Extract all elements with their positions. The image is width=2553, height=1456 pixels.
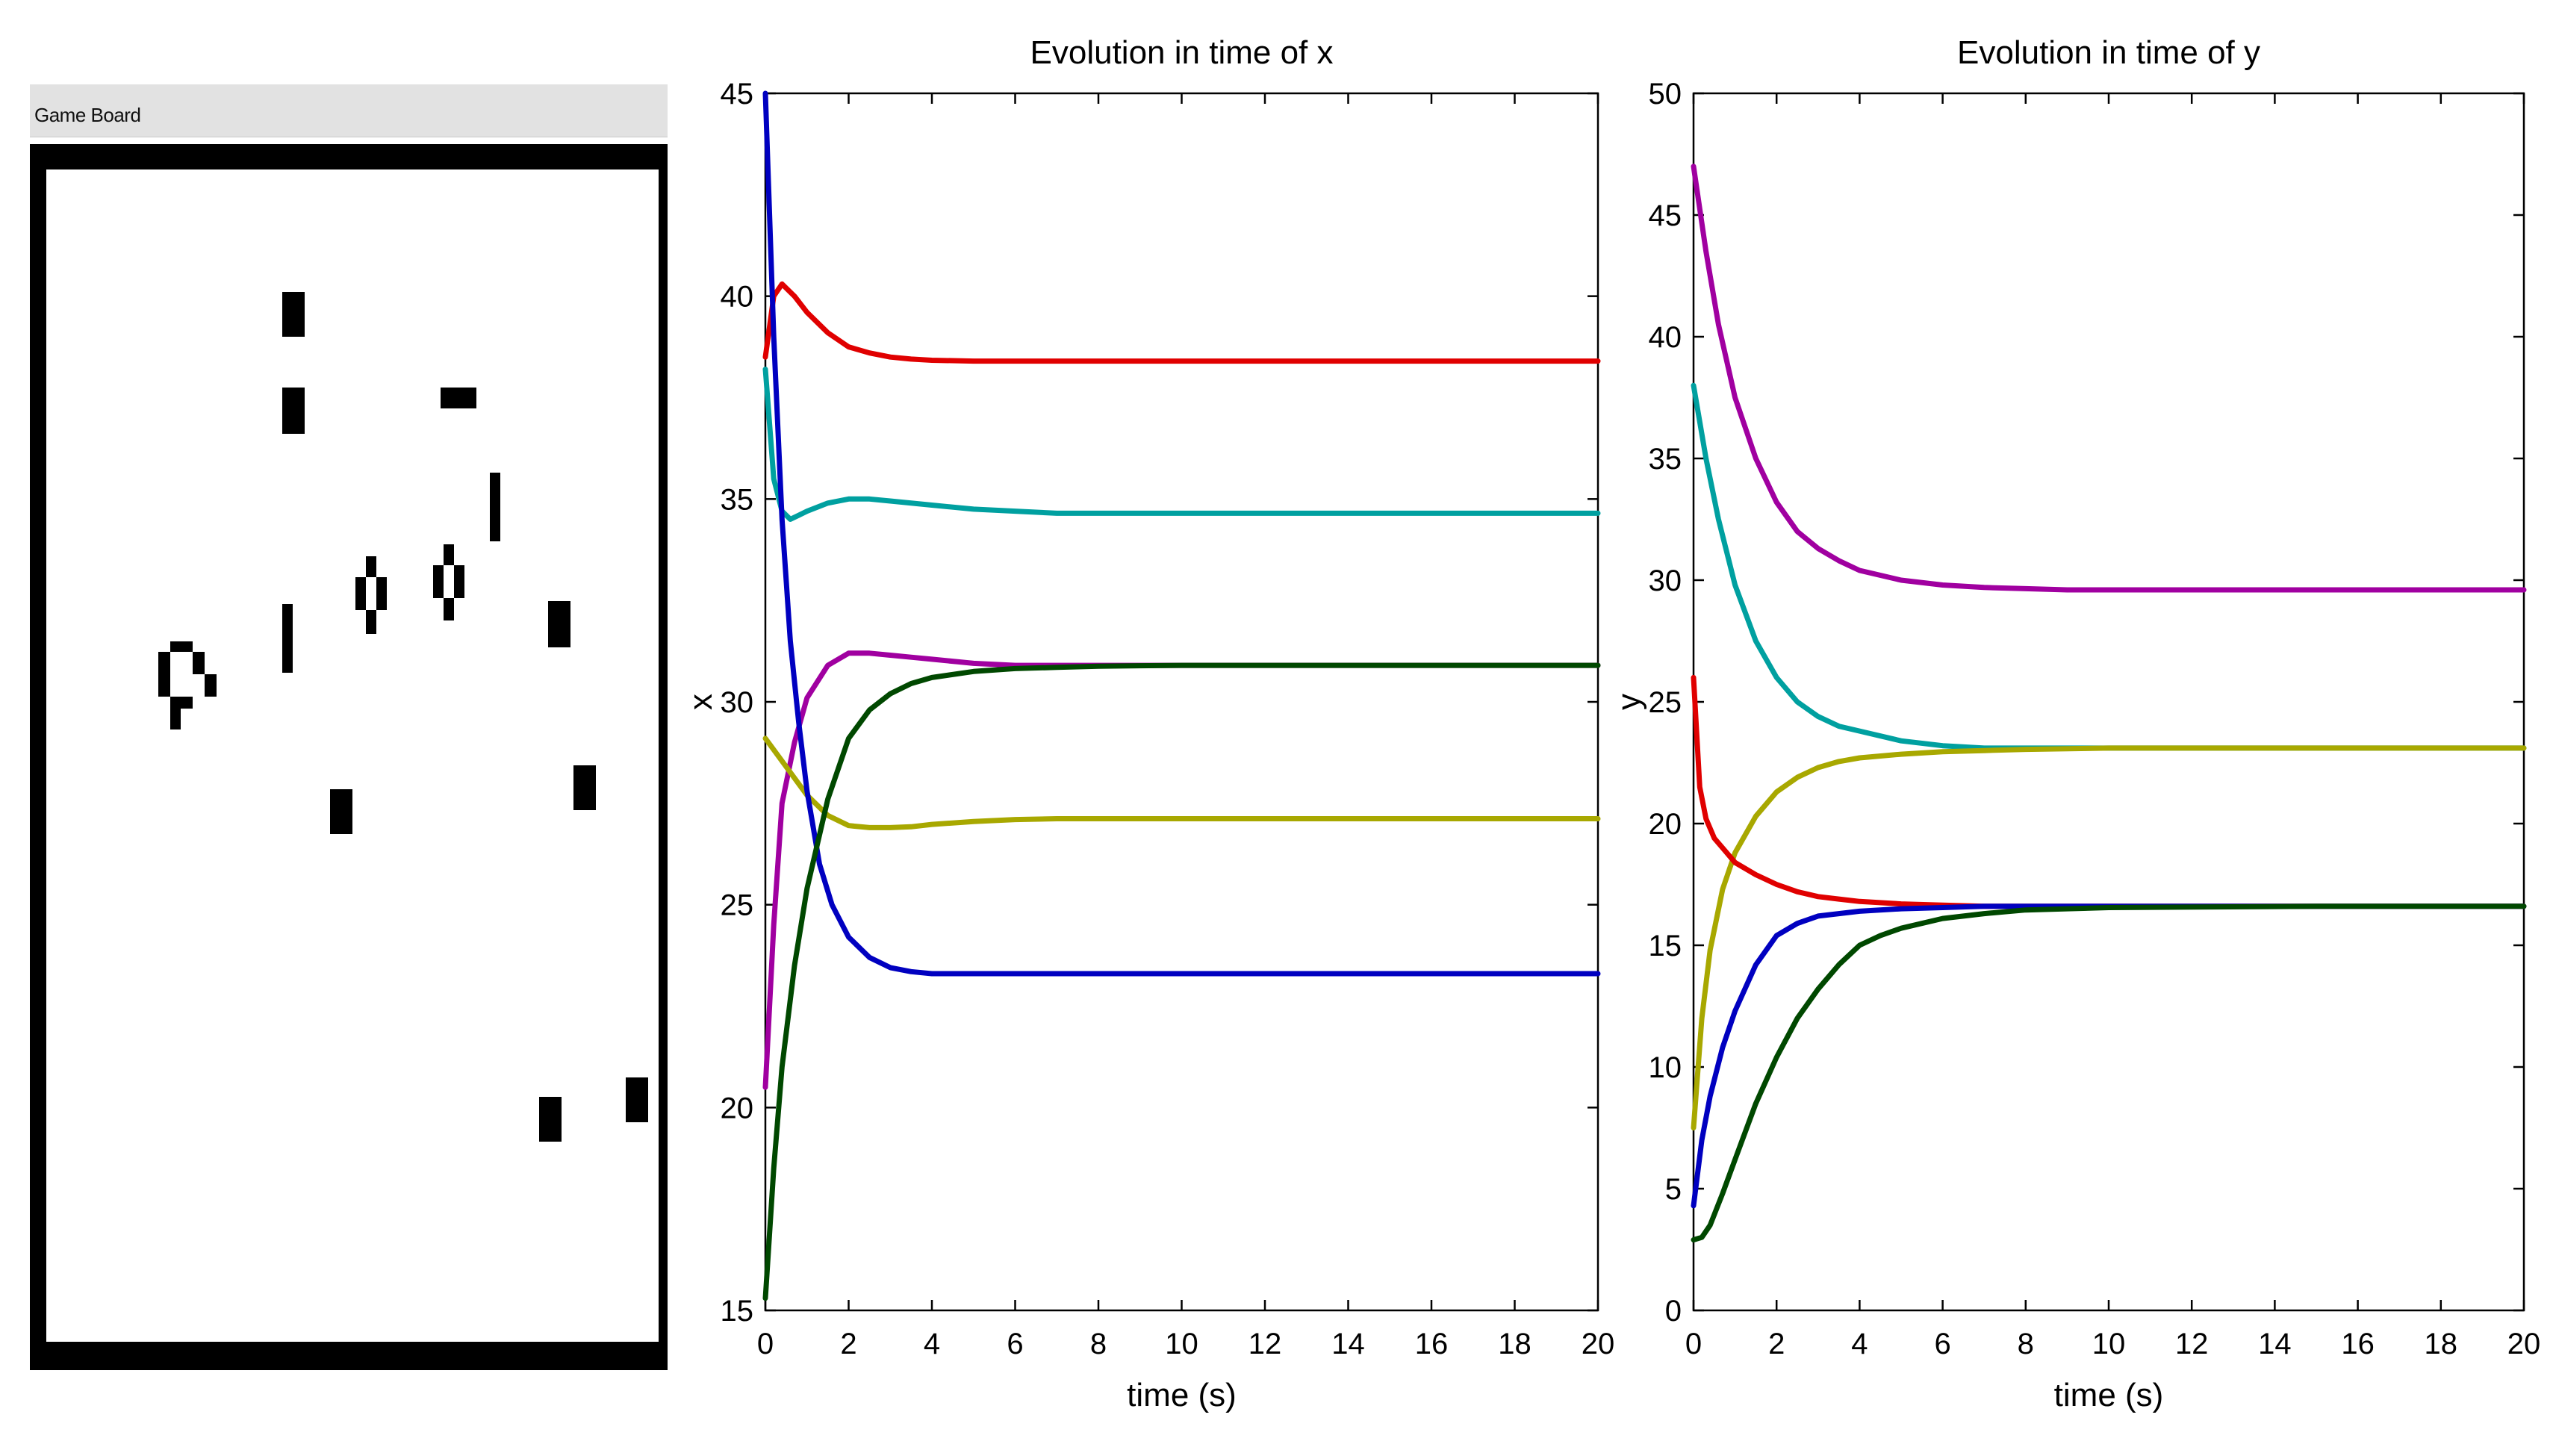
live-cell[interactable] — [573, 765, 596, 810]
chart-title: Evolution in time of y — [1957, 34, 2260, 71]
x-tick-label: 18 — [2425, 1328, 2458, 1360]
game-board-frame — [30, 144, 668, 1370]
x-tick-label: 4 — [1851, 1328, 1868, 1360]
live-cell[interactable] — [282, 604, 293, 673]
x-tick-label: 16 — [1415, 1328, 1449, 1360]
x-tick-label: 10 — [2092, 1328, 2126, 1360]
x-tick-label: 20 — [1582, 1328, 1615, 1360]
x-tick-label: 14 — [2258, 1328, 2292, 1360]
series-line-red — [1691, 674, 2527, 909]
live-cell[interactable] — [441, 388, 476, 408]
live-cell[interactable] — [158, 652, 170, 697]
live-cell[interactable] — [170, 641, 193, 652]
y-axis-label: y — [1611, 694, 1647, 710]
live-cell[interactable] — [454, 565, 464, 598]
live-cell[interactable] — [539, 1097, 562, 1142]
live-cell[interactable] — [330, 789, 352, 834]
live-cell[interactable] — [282, 388, 305, 434]
live-cell[interactable] — [205, 674, 217, 697]
x-tick-label: 2 — [840, 1328, 856, 1360]
live-cell[interactable] — [355, 577, 366, 610]
x-tick-label: 12 — [2175, 1328, 2209, 1360]
x-tick-label: 14 — [1331, 1328, 1365, 1360]
x-tick-label: 0 — [1685, 1328, 1702, 1360]
live-cell[interactable] — [282, 292, 305, 337]
plot-area-frame — [764, 92, 1599, 1312]
y-tick-label: 5 — [1665, 1173, 1682, 1206]
x-tick-label: 16 — [2341, 1328, 2375, 1360]
series-line-olive — [1691, 745, 2527, 1130]
y-tick-label: 40 — [721, 281, 754, 314]
y-tick-label: 10 — [1649, 1051, 1682, 1084]
series-line-dark-green — [762, 662, 1601, 1301]
series-line-magenta — [1691, 164, 2527, 593]
live-cell[interactable] — [170, 697, 193, 709]
x-tick-label: 6 — [1934, 1328, 1950, 1360]
y-tick-label: 15 — [721, 1295, 754, 1328]
series-line-red — [762, 281, 1601, 364]
x-tick-label: 6 — [1007, 1328, 1023, 1360]
x-axis-label: time (s) — [1127, 1377, 1237, 1413]
plot-area-frame — [1692, 92, 2525, 1312]
chart-y-evolution: Evolution in time of y 0 2 4 6 8 10 12 14 16 18 20 0… — [1611, 34, 2541, 1413]
live-cell[interactable] — [170, 709, 181, 729]
y-tick-label: 35 — [721, 483, 754, 516]
x-tick-label: 4 — [924, 1328, 940, 1360]
y-tick-label: 0 — [1665, 1295, 1682, 1328]
y-tick-label: 20 — [1649, 808, 1682, 841]
live-cell[interactable] — [490, 473, 500, 541]
x-tick-label: 0 — [757, 1328, 774, 1360]
chart-title: Evolution in time of x — [1030, 34, 1334, 71]
y-tick-label: 35 — [1649, 443, 1682, 476]
x-tick-label: 8 — [2018, 1328, 2034, 1360]
y-tick-label: 25 — [721, 889, 754, 922]
y-tick-label: 40 — [1649, 321, 1682, 354]
series-line-blue — [1691, 903, 2527, 1209]
y-tick-label: 30 — [1649, 564, 1682, 597]
series-line-cyan — [1691, 382, 2527, 751]
live-cell[interactable] — [548, 601, 570, 647]
game-board-window: Game Board — [30, 84, 668, 1370]
y-tick-label: 45 — [1649, 199, 1682, 232]
x-tick-label: 2 — [1768, 1328, 1785, 1360]
y-tick-label: 20 — [721, 1092, 754, 1124]
y-tick-label: 25 — [1649, 686, 1682, 719]
y-tick-label: 45 — [721, 78, 754, 111]
series-line-magenta — [762, 650, 1601, 1090]
y-tick-label: 30 — [721, 686, 754, 719]
game-board-titlebar[interactable]: Game Board — [30, 84, 668, 137]
y-axis-label: x — [682, 694, 719, 710]
series-line-olive — [762, 735, 1601, 830]
live-cell[interactable] — [433, 565, 444, 598]
live-cell[interactable] — [444, 598, 454, 620]
x-tick-label: 10 — [1165, 1328, 1198, 1360]
live-cell[interactable] — [193, 652, 205, 674]
y-tick-label: 15 — [1649, 930, 1682, 962]
y-tick-label: 50 — [1649, 78, 1682, 111]
live-cell[interactable] — [366, 556, 376, 577]
x-tick-label: 12 — [1248, 1328, 1282, 1360]
x-tick-label: 20 — [2507, 1328, 2541, 1360]
chart-x-evolution: Evolution in time of x 0 2 4 6 8 10 12 14 16 18 20 1… — [682, 34, 1615, 1413]
x-tick-label: 8 — [1090, 1328, 1107, 1360]
x-tick-label: 18 — [1498, 1328, 1532, 1360]
series-line-dark-green — [1691, 903, 2527, 1242]
live-cell[interactable] — [376, 577, 387, 610]
live-cell[interactable] — [444, 544, 454, 565]
series-line-cyan — [762, 367, 1601, 522]
game-board-title: Game Board — [34, 104, 141, 126]
x-axis-label: time (s) — [2054, 1377, 2164, 1413]
live-cell[interactable] — [626, 1077, 648, 1122]
live-cell[interactable] — [366, 610, 376, 634]
series-line-blue — [762, 90, 1601, 977]
game-board-grid[interactable] — [46, 169, 659, 1342]
